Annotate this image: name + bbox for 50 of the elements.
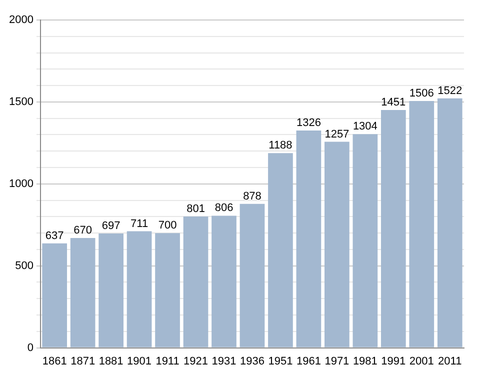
bar [296, 130, 322, 348]
x-tick-label: 1921 [184, 355, 208, 368]
x-tick-label: 1991 [381, 355, 406, 368]
data-label: 711 [130, 218, 148, 230]
data-label: 1188 [268, 140, 292, 152]
bar [70, 238, 96, 348]
bar [126, 231, 152, 348]
x-tick-label: 2001 [409, 355, 434, 368]
data-label: 1506 [409, 88, 434, 100]
bar [98, 234, 124, 348]
x-tick-label: 1911 [156, 355, 180, 368]
x-tick-label: 1871 [70, 355, 96, 368]
data-label: 878 [243, 190, 262, 202]
x-tick-label: 1861 [42, 355, 67, 368]
x-tick-label: 1881 [98, 355, 124, 368]
x-tick-label: 1961 [296, 355, 321, 368]
bar [42, 243, 68, 348]
y-tick-label: 0 [27, 342, 34, 354]
y-tick-label: 1000 [8, 178, 34, 190]
data-label: 1257 [324, 128, 350, 140]
x-tick-label: 1936 [240, 355, 264, 368]
y-tick-label: 500 [15, 260, 34, 272]
data-label: 670 [74, 224, 92, 237]
bar [268, 153, 293, 348]
bar [409, 100, 434, 348]
data-label: 1326 [296, 117, 321, 129]
x-tick-label: 1931 [212, 355, 236, 368]
x-tick-label: 2011 [438, 355, 462, 368]
data-label: 1451 [381, 96, 406, 109]
data-label: 1304 [352, 120, 378, 133]
bar [240, 204, 265, 348]
data-label: 801 [186, 203, 205, 216]
data-label: 637 [45, 230, 64, 242]
bar [437, 98, 462, 348]
data-label: 700 [158, 220, 177, 232]
y-tick-label: 1500 [8, 96, 34, 108]
x-tick-label: 1951 [268, 355, 293, 368]
x-tick-label: 1971 [324, 355, 350, 368]
bar [212, 216, 236, 348]
bar [324, 142, 350, 348]
data-label: 1522 [438, 84, 462, 97]
y-tick-label: 2000 [8, 14, 34, 26]
bar [183, 216, 208, 348]
bar [155, 233, 180, 348]
x-tick-label: 1981 [352, 355, 378, 368]
bar [380, 110, 406, 348]
bar [352, 134, 378, 348]
data-label: 806 [214, 202, 234, 214]
data-label: 697 [102, 220, 120, 232]
x-tick-label: 1901 [127, 355, 152, 368]
